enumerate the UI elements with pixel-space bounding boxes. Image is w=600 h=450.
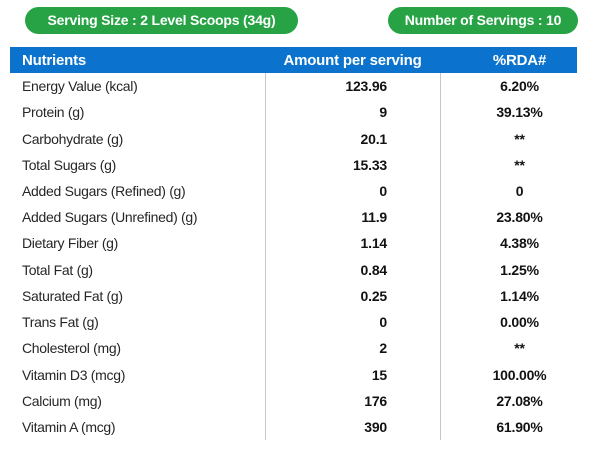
- table-row: Dietary Fiber (g) 1.14 4.38%: [10, 230, 577, 256]
- rda-cell: 1.14%: [500, 287, 539, 304]
- nutrient-cell: Energy Value (kcal): [22, 78, 138, 95]
- column-divider-1: [265, 73, 266, 440]
- rda-cell: 39.13%: [496, 104, 543, 121]
- table-row: Trans Fat (g) 0 0.00%: [10, 309, 577, 335]
- rda-cell: 27.08%: [496, 392, 543, 409]
- column-header-nutrients: Nutrients: [22, 51, 87, 69]
- table-body: Energy Value (kcal) 123.96 6.20% Protein…: [10, 73, 577, 440]
- amount-cell: 2: [379, 340, 387, 357]
- amount-cell: 11.9: [361, 209, 387, 226]
- table-header: Nutrients Amount per serving %RDA#: [10, 47, 577, 73]
- nutrient-cell: Saturated Fat (g): [22, 287, 123, 304]
- serving-size-badge: Serving Size : 2 Level Scoops (34g): [25, 7, 298, 34]
- table-row: Total Sugars (g) 15.33 **: [10, 152, 577, 178]
- nutrient-cell: Vitamin A (mcg): [22, 418, 116, 435]
- nutrient-cell: Added Sugars (Unrefined) (g): [22, 209, 198, 226]
- number-of-servings-badge: Number of Servings : 10: [388, 7, 578, 34]
- nutrient-cell: Total Fat (g): [22, 261, 93, 278]
- nutrient-cell: Protein (g): [22, 104, 85, 121]
- rda-cell: 23.80%: [496, 209, 543, 226]
- table-row: Added Sugars (Unrefined) (g) 11.9 23.80%: [10, 204, 577, 230]
- table-row: Protein (g) 9 39.13%: [10, 99, 577, 125]
- amount-cell: 15.33: [352, 156, 387, 173]
- rda-cell: 1.25%: [500, 261, 539, 278]
- column-divider-2: [440, 73, 441, 440]
- rda-cell: 100.00%: [492, 366, 547, 383]
- table-row: Carbohydrate (g) 20.1 **: [10, 125, 577, 151]
- amount-cell: 0: [379, 314, 387, 331]
- table-row: Total Fat (g) 0.84 1.25%: [10, 257, 577, 283]
- rda-cell: 0: [515, 182, 524, 199]
- amount-cell: 0.25: [360, 287, 388, 304]
- nutrient-cell: Added Sugars (Refined) (g): [22, 182, 186, 199]
- column-header-amount-per-serving: Amount per serving: [283, 51, 422, 69]
- table-row: Added Sugars (Refined) (g) 0 0: [10, 178, 577, 204]
- nutrient-cell: Carbohydrate (g): [22, 130, 124, 147]
- nutrient-cell: Vitamin D3 (mcg): [22, 366, 126, 383]
- nutrient-cell: Dietary Fiber (g): [22, 235, 119, 252]
- column-header-rda: %RDA#: [492, 51, 547, 69]
- amount-cell: 15: [371, 366, 387, 383]
- amount-cell: 20.1: [360, 130, 388, 147]
- table-row: Cholesterol (mg) 2 **: [10, 335, 577, 361]
- amount-cell: 0: [379, 182, 387, 199]
- nutrient-cell: Calcium (mg): [22, 392, 102, 409]
- amount-cell: 1.14: [360, 235, 388, 252]
- nutrient-cell: Cholesterol (mg): [22, 340, 121, 357]
- amount-cell: 176: [364, 392, 387, 409]
- amount-cell: 123.96: [345, 78, 387, 95]
- rda-cell: **: [514, 156, 525, 173]
- amount-cell: 9: [379, 104, 387, 121]
- table-row: Vitamin D3 (mcg) 15 100.00%: [10, 361, 577, 387]
- nutrient-cell: Trans Fat (g): [22, 314, 99, 331]
- amount-cell: 390: [364, 418, 387, 435]
- rda-cell: **: [514, 340, 525, 357]
- rda-cell: 0.00%: [500, 314, 539, 331]
- table-row: Energy Value (kcal) 123.96 6.20%: [10, 73, 577, 99]
- table-row: Calcium (mg) 176 27.08%: [10, 388, 577, 414]
- table-row: Saturated Fat (g) 0.25 1.14%: [10, 283, 577, 309]
- rda-cell: 4.38%: [500, 235, 539, 252]
- rda-cell: 6.20%: [500, 78, 539, 95]
- nutrient-cell: Total Sugars (g): [22, 156, 117, 173]
- rda-cell: **: [514, 130, 525, 147]
- rda-cell: 61.90%: [496, 418, 543, 435]
- table-row: Vitamin A (mcg) 390 61.90%: [10, 414, 577, 440]
- amount-cell: 0.84: [360, 261, 388, 278]
